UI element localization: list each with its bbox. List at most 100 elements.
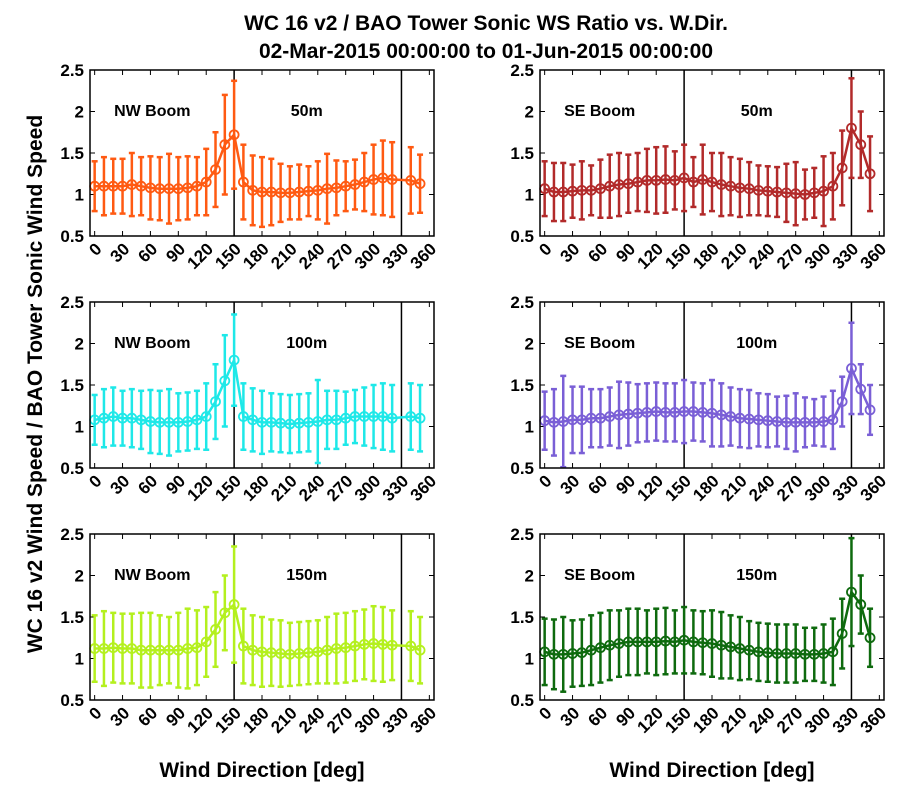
x-tick-label: 30 [107,239,134,266]
boom-label: NW Boom [114,103,190,120]
x-tick-label: 120 [184,471,217,504]
data-point [576,647,588,659]
data-point [228,599,240,610]
data-point [688,176,699,188]
x-tick-label: 270 [323,703,356,736]
data-point [855,599,867,610]
x-tick-label: 180 [689,471,722,504]
x-tick-label: 150 [211,471,244,504]
y-tick-label: 2.5 [60,293,84,312]
series-line [94,132,421,195]
y-tick-label: 1.5 [510,376,534,395]
x-tick-label: 270 [773,471,806,504]
data-point [864,168,876,180]
x-tick-label: 60 [584,703,611,730]
data-point [827,180,839,192]
data-point [228,354,240,366]
x-tick-label: 0 [535,471,555,491]
y-tick-label: 0.5 [60,459,84,478]
x-tick-label: 330 [829,703,862,736]
data-point [836,396,848,408]
x-tick-label: 270 [773,703,806,736]
y-tick-label: 2.5 [510,61,534,80]
x-tick-label: 240 [745,703,778,736]
x-tick-label: 210 [717,239,750,272]
data-point [228,129,240,141]
x-tick-label: 270 [773,239,806,272]
data-point [595,642,606,654]
data-point [210,396,221,408]
boom-label: SE Boom [564,335,635,352]
y-tick-label: 2 [75,335,84,354]
data-point [349,179,361,190]
x-tick-label: 360 [857,703,890,736]
x-tick-label: 60 [584,239,611,266]
x-tick-label: 300 [351,471,384,504]
height-label: 100m [286,335,327,352]
data-point [386,639,398,651]
x-tick-label: 210 [717,471,750,504]
x-tick-label: 30 [107,471,134,498]
x-tick-label: 60 [134,471,161,498]
x-tick-label: 0 [535,703,555,723]
data-point [678,172,690,184]
chart-title-line2: 02-Mar-2015 00:00:00 to 01-Jun-2015 00:0… [259,40,713,63]
boom-label: SE Boom [564,567,635,584]
data-point [855,383,867,395]
y-tick-label: 1.5 [60,144,84,163]
axes-frame [89,301,435,469]
data-point [595,183,606,195]
x-tick-label: 180 [239,471,272,504]
y-tick-label: 1 [75,186,84,205]
x-tick-label: 0 [85,471,105,491]
x-tick-label: 300 [351,703,384,736]
axes-frame [539,69,885,237]
data-point [836,162,848,174]
y-tick-label: 1 [75,418,84,437]
data-point [414,412,426,424]
data-point [238,640,249,652]
data-point [219,375,231,387]
y-tick-label: 2.5 [60,61,84,80]
panel-se-boom-100m: 0.511.522.50 30 60 901201501802102402703003… [510,293,890,505]
x-tick-label: 330 [829,239,862,272]
height-label: 150m [736,567,777,584]
x-tick-label: 180 [239,703,272,736]
axes-frame [539,301,885,469]
x-tick-label: 30 [557,703,584,730]
x-tick-label: 300 [801,239,834,272]
x-tick-label: 0 [85,703,105,723]
x-tick-label: 180 [689,703,722,736]
x-tick-label: 120 [184,703,217,736]
data-point [864,632,876,644]
data-point [818,185,829,197]
data-point [219,607,231,619]
data-point [846,362,857,374]
x-tick-label: 360 [857,239,890,272]
data-point [238,411,249,422]
x-tick-label: 0 [535,239,555,259]
x-tick-label: 120 [634,703,667,736]
height-label: 50m [291,103,323,120]
x-tick-label: 120 [184,239,217,272]
data-point [200,636,212,648]
y-tick-label: 2 [75,567,84,586]
x-tick-label: 60 [134,703,161,730]
data-point [358,176,370,188]
x-tick-label: 150 [661,471,694,504]
data-point [191,414,203,426]
y-tick-label: 1.5 [60,376,84,395]
data-point [864,404,876,416]
y-tick-label: 2.5 [510,293,534,312]
x-tick-label: 360 [407,471,440,504]
x-tick-label: 240 [295,239,328,272]
boom-label: NW Boom [114,567,190,584]
x-tick-label: 150 [211,703,244,736]
data-point [414,644,426,656]
x-tick-label: 330 [379,703,412,736]
data-point [706,176,718,188]
y-tick-label: 1.5 [510,144,534,163]
x-tick-label: 240 [745,239,778,272]
x-tick-label: 210 [267,703,300,736]
